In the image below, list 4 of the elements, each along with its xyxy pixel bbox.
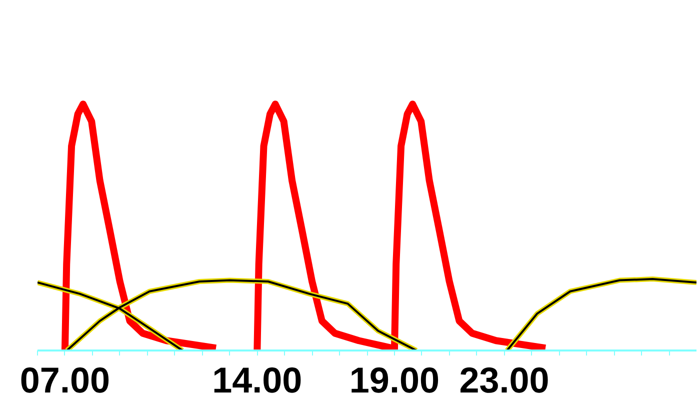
x-tick-label: 07.00 — [20, 360, 110, 400]
x-tick-label: 23.00 — [459, 360, 550, 400]
x-tick-label: 19.00 — [349, 360, 440, 400]
x-tick-label: 14.00 — [212, 360, 302, 400]
